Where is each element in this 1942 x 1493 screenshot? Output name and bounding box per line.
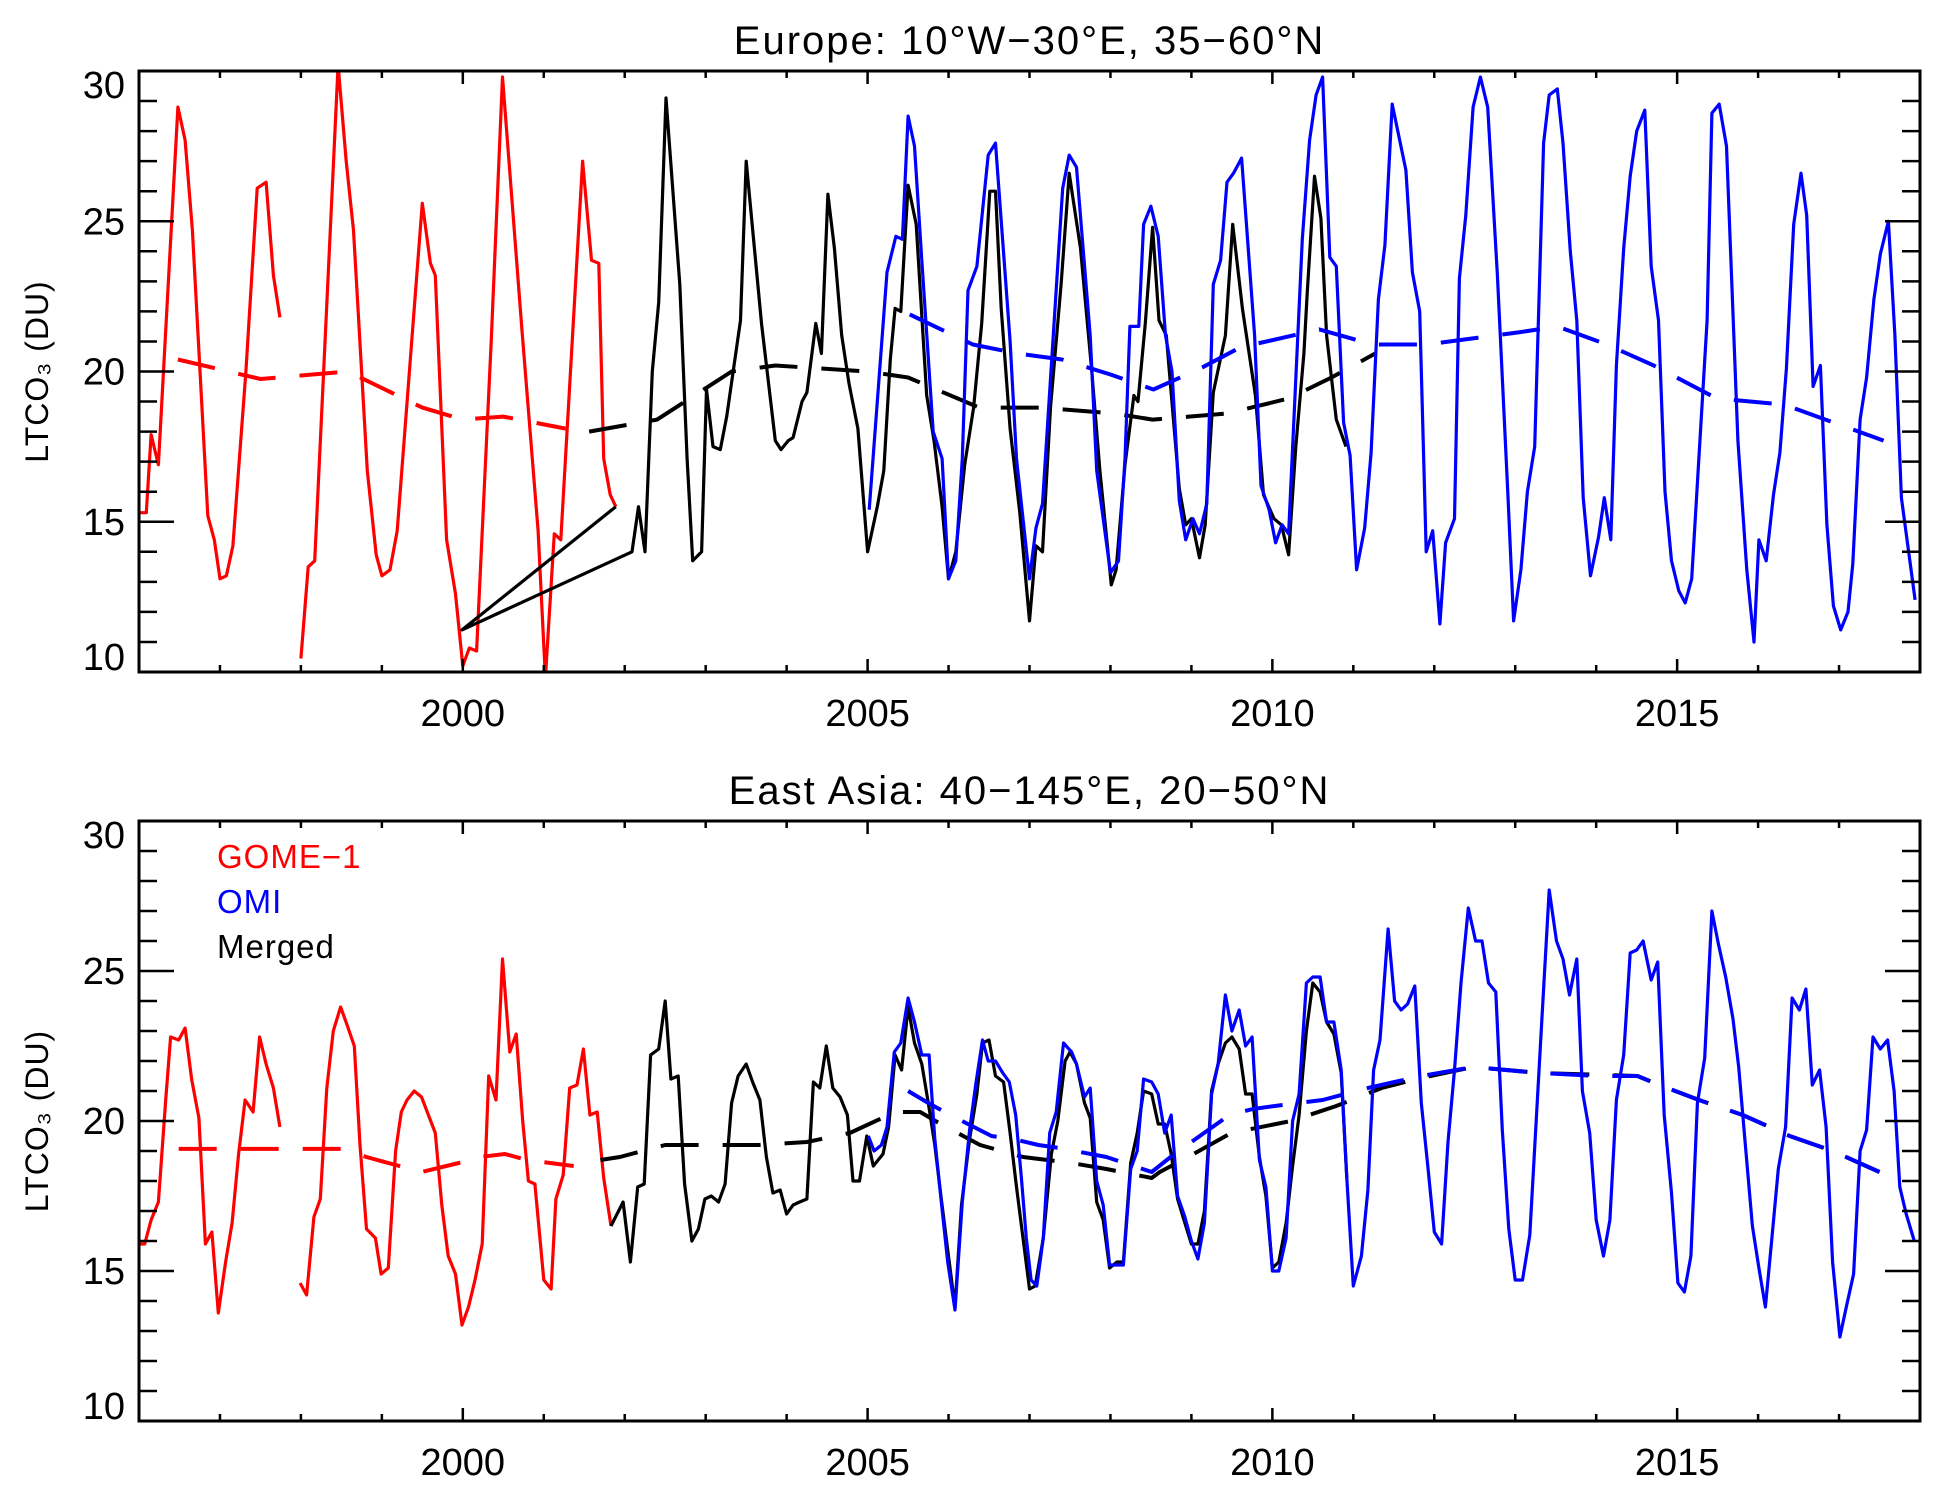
y-tick-label: 15 — [83, 1251, 125, 1293]
x-tick-label: 2000 — [421, 1442, 506, 1484]
series-omi-trend-line — [908, 312, 1885, 443]
series-merged-trend-line — [600, 1065, 1881, 1180]
series-omi-line — [867, 75, 1917, 644]
y-tick-label: 10 — [83, 1386, 125, 1428]
series-omi-trend-line — [907, 1065, 1881, 1174]
series-gome-1-trend-line — [177, 357, 566, 431]
chart-title: East Asia: 40−145°E, 20−50°N — [729, 769, 1331, 813]
panel-2: East Asia: 40−145°E, 20−50°N LTCO₃ (DU) 20… — [19, 769, 1922, 1484]
x-tick-label: 2005 — [825, 693, 910, 735]
series-gome-1-line — [139, 105, 282, 581]
y-tick-label: 15 — [83, 502, 125, 544]
series-gome-1-line — [139, 1026, 282, 1315]
y-axis-label: LTCO₃ (DU) — [19, 1030, 55, 1212]
axes-frame — [137, 69, 1922, 674]
plot-area — [139, 888, 1916, 1339]
x-tick-label: 2010 — [1230, 693, 1315, 735]
legend-item-gome-1: GOME−1 — [217, 838, 361, 875]
axes-frame — [137, 819, 1922, 1423]
y-tick-label: 25 — [83, 201, 125, 243]
series-omi-line — [866, 888, 1916, 1339]
series-merged-trend-line — [588, 351, 1377, 434]
y-tick-label: 30 — [83, 815, 125, 857]
y-axis-label: LTCO₃ (DU) — [19, 280, 55, 462]
x-tick-label: 2015 — [1635, 1442, 1720, 1484]
y-tick-label: 25 — [83, 951, 125, 993]
legend-item-merged: Merged — [217, 928, 335, 965]
y-tick-label: 20 — [83, 352, 125, 394]
legend: GOME−1 OMI Merged — [217, 838, 361, 965]
x-tick-label: 2015 — [1635, 693, 1720, 735]
plot-area — [139, 71, 1917, 672]
y-tick-label: 30 — [83, 65, 125, 107]
panel-1: Europe: 10°W−30°E, 35−60°N LTCO₃ (DU) 2000… — [19, 19, 1922, 735]
y-tick-label: 20 — [83, 1101, 125, 1143]
chart-title: Europe: 10°W−30°E, 35−60°N — [734, 19, 1325, 63]
x-tick-label: 2010 — [1230, 1442, 1315, 1484]
legend-item-omi: OMI — [217, 883, 282, 920]
x-tick-label: 2005 — [825, 1442, 910, 1484]
series-gome-1-line — [298, 957, 613, 1327]
x-tick-label: 2000 — [421, 693, 506, 735]
series-gome-1-line — [299, 71, 618, 672]
series-gome-1-trend-line — [178, 1146, 574, 1174]
series-merged-line — [460, 96, 1348, 632]
y-tick-label: 10 — [83, 637, 125, 679]
